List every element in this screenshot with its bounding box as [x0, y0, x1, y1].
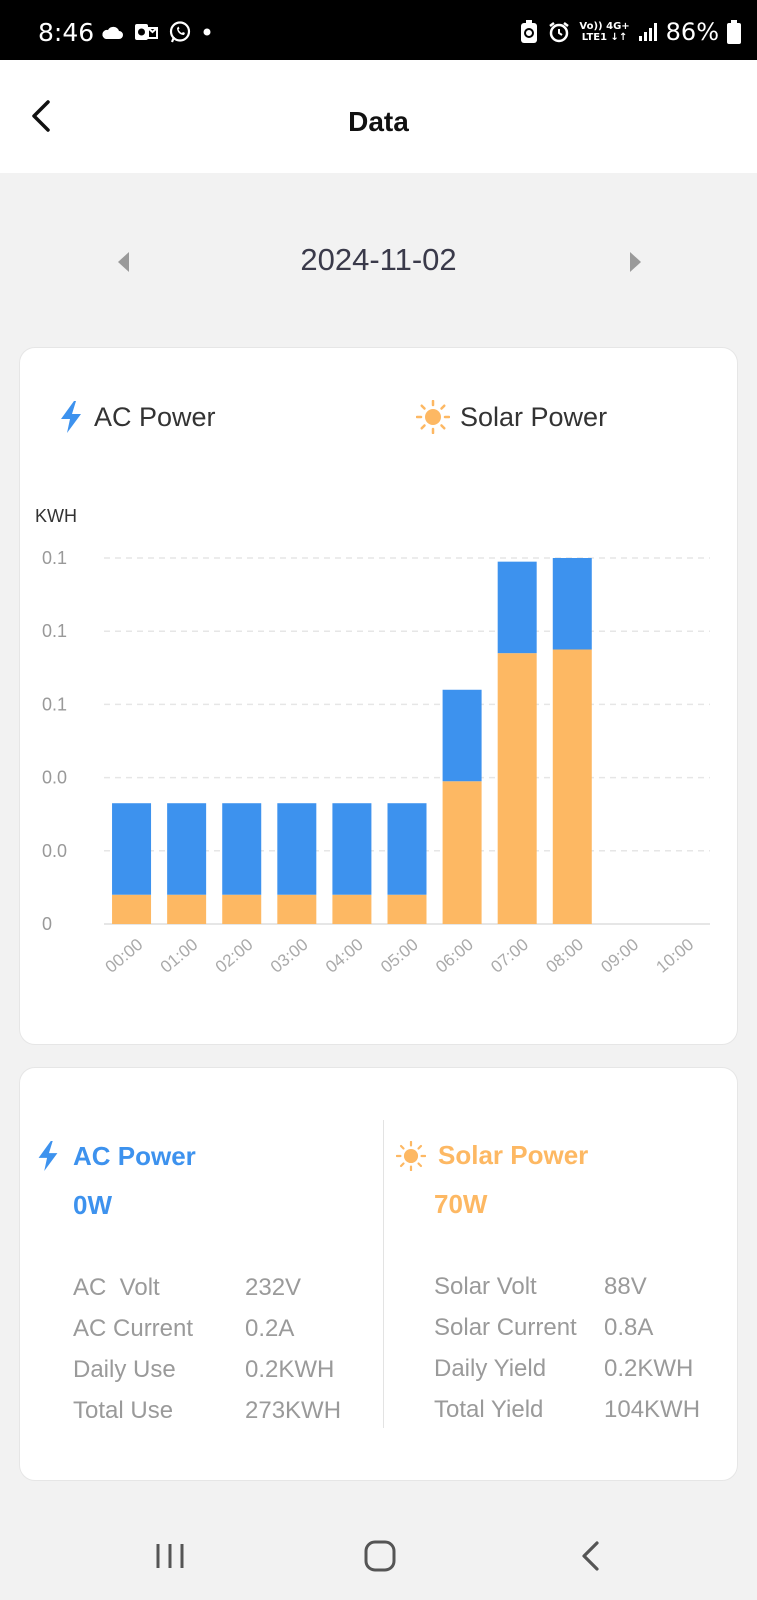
legend-ac-label: AC Power: [94, 401, 216, 432]
column-divider: [383, 1120, 384, 1428]
bar-ac-power: [277, 803, 317, 895]
bar-ac-power: [552, 558, 592, 650]
y-tick-label: 0.1: [42, 548, 67, 568]
lightning-icon: [61, 401, 81, 433]
x-tick-label: 06:00: [432, 935, 477, 977]
bar-ac-power: [332, 803, 372, 895]
status-bar: 8:46 Vo)) 4G+ LTE1 ↓↑ 86%: [0, 0, 757, 60]
battery-percent: 86%: [665, 18, 719, 46]
x-tick-label: 00:00: [102, 935, 147, 977]
triangle-right-icon[interactable]: [625, 250, 645, 274]
y-tick-label: 0.1: [42, 694, 67, 714]
whatsapp-icon: [169, 21, 191, 43]
x-tick-label: 08:00: [542, 935, 587, 977]
bar-solar-power: [277, 894, 317, 924]
signal-icon: [638, 23, 657, 41]
y-tick-label: 0: [42, 914, 52, 934]
bar-ac-power: [167, 803, 207, 895]
selected-date[interactable]: 2024-11-02: [300, 242, 457, 277]
battery-saver-icon: [521, 20, 538, 43]
bar-ac-power: [222, 803, 262, 895]
bar-solar-power: [552, 649, 592, 924]
y-axis-label: KWH: [35, 506, 77, 526]
network-indicator: Vo)) 4G+ LTE1 ↓↑: [579, 21, 630, 43]
x-tick-label: 03:00: [267, 935, 312, 977]
bar-solar-power: [167, 894, 207, 924]
solar-current-row: Solar Current 0.8A: [434, 1313, 654, 1341]
battery-icon: [727, 20, 741, 44]
cloud-icon: [102, 26, 123, 39]
lightning-icon: [38, 1140, 58, 1172]
home-icon[interactable]: [360, 1538, 400, 1574]
solar-power-title: Solar Power: [438, 1140, 589, 1170]
solar-power-value: 70W: [434, 1189, 488, 1219]
system-nav-bar: [0, 1510, 757, 1600]
legend-ac-power[interactable]: AC Power: [58, 400, 216, 434]
ac-power-value: 0W: [73, 1190, 112, 1220]
y-tick-label: 0.0: [42, 768, 67, 788]
y-tick-label: 0.1: [42, 621, 67, 641]
x-tick-label: 05:00: [377, 935, 422, 977]
daily-yield-row: Daily Yield 0.2KWH: [434, 1354, 694, 1382]
y-tick-label: 0.0: [42, 841, 67, 861]
solar-power-panel: Solar Power 70W Solar Volt 88V Solar Curr…: [396, 1140, 700, 1430]
daily-use-row: Daily Use 0.2KWH: [73, 1355, 335, 1383]
app-header: Data: [0, 60, 757, 173]
bar-solar-power: [332, 894, 372, 924]
total-yield-row: Total Yield 104KWH: [434, 1395, 701, 1423]
x-tick-label: 01:00: [157, 935, 202, 977]
dot-icon: [203, 28, 211, 36]
alarm-icon: [549, 22, 570, 43]
x-tick-label: 07:00: [487, 935, 532, 977]
legend-solar-power[interactable]: Solar Power: [416, 400, 607, 434]
back-icon[interactable]: [572, 1538, 612, 1574]
solar-volt-row: Solar Volt 88V: [434, 1272, 647, 1300]
bar-ac-power: [112, 803, 152, 895]
chevron-left-icon[interactable]: [22, 96, 62, 136]
solar-details: Solar Volt 88V Solar Current 0.8A Daily Yi…: [434, 1266, 700, 1430]
x-tick-label: 10:00: [653, 935, 698, 977]
bar-ac-power: [387, 803, 427, 895]
bar-ac-power: [497, 561, 537, 654]
sun-icon: [396, 1140, 426, 1171]
ac-volt-row: AC Volt 232V: [73, 1273, 302, 1301]
status-time: 8:46: [38, 18, 95, 47]
bar-solar-power: [497, 653, 537, 924]
legend-solar-label: Solar Power: [460, 401, 608, 432]
outlook-icon: [135, 24, 158, 40]
x-tick-label: 02:00: [212, 935, 257, 977]
chart-card: AC Power Solar Power KWH 0 0.0 0.0 0.1 0.1 0.1…: [19, 347, 738, 1045]
total-use-row: Total Use 273KWH: [73, 1396, 342, 1424]
bar-ac-power: [442, 689, 482, 782]
bar-solar-power: [387, 894, 427, 924]
ac-current-row: AC Current 0.2A: [73, 1314, 295, 1342]
triangle-left-icon[interactable]: [114, 250, 134, 274]
page-title: Data: [348, 106, 409, 137]
ac-power-title: AC Power: [73, 1140, 196, 1171]
date-navigator: 2024-11-02: [0, 238, 757, 288]
x-tick-label: 09:00: [597, 935, 642, 977]
bar-solar-power: [112, 894, 152, 924]
bar-solar-power: [442, 781, 482, 924]
bar-solar-power: [222, 894, 262, 924]
ac-details: AC Volt 232V AC Current 0.2A Daily Use 0.2K…: [73, 1267, 341, 1431]
info-card: AC Power 0W AC Volt 232V AC Current 0.2A D…: [19, 1067, 738, 1481]
sun-icon: [416, 400, 450, 434]
recent-apps-icon[interactable]: [150, 1538, 190, 1574]
x-tick-label: 04:00: [322, 935, 367, 977]
ac-power-panel: AC Power 0W AC Volt 232V AC Current 0.2A D…: [35, 1140, 341, 1431]
